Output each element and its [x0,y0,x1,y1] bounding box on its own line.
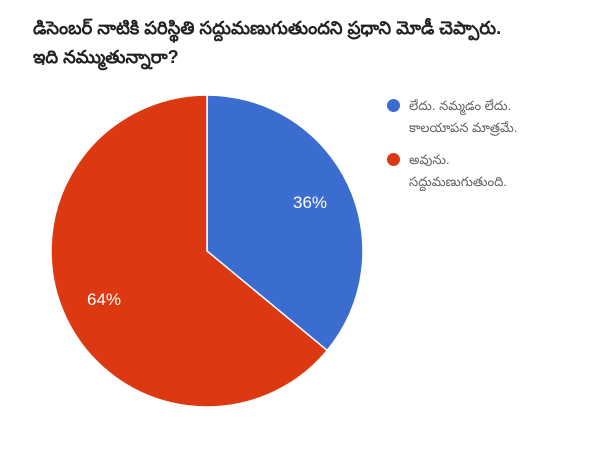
legend-label-yes: అవును. సద్దుమణుగుతుంది. [409,149,507,193]
pie-chart-svg[interactable]: 36% 64% [50,94,364,408]
legend-item-no[interactable]: లేదు. నమ్మడం లేదు. కాలయాపన మాత్రమే. [387,95,587,139]
legend-label-no-line2: కాలయాపన మాత్రమే. [409,120,518,135]
legend-swatch-red-icon [387,153,400,166]
legend-swatch-blue-icon [387,99,400,112]
pie-slice-label-1: 64% [87,290,121,309]
legend-label-no: లేదు. నమ్మడం లేదు. కాలయాపన మాత్రమే. [409,95,517,139]
pie-slice-1[interactable] [50,94,329,408]
pie-slice-0[interactable] [206,94,364,352]
chart-title: డిసెంబర్ నాటికి పరిస్థితి సద్దుమణుగుతుంద… [33,14,578,72]
chart-legend: లేదు. నమ్మడం లేదు. కాలయాపన మాత్రమే. అవున… [387,95,587,203]
legend-label-yes-line2: సద్దుమణుగుతుంది. [409,174,507,189]
chart-title-line1: డిసెంబర్ నాటికి పరిస్థితి సద్దుమణుగుతుంద… [33,18,502,38]
legend-item-yes[interactable]: అవును. సద్దుమణుగుతుంది. [387,149,587,193]
legend-label-no-line1: లేదు. నమ్మడం లేదు. [409,98,512,113]
pie-slice-label-0: 36% [293,193,327,212]
legend-label-yes-line1: అవును. [409,152,450,167]
chart-title-line2: ఇది నమ్ముతున్నారా? [33,47,179,67]
